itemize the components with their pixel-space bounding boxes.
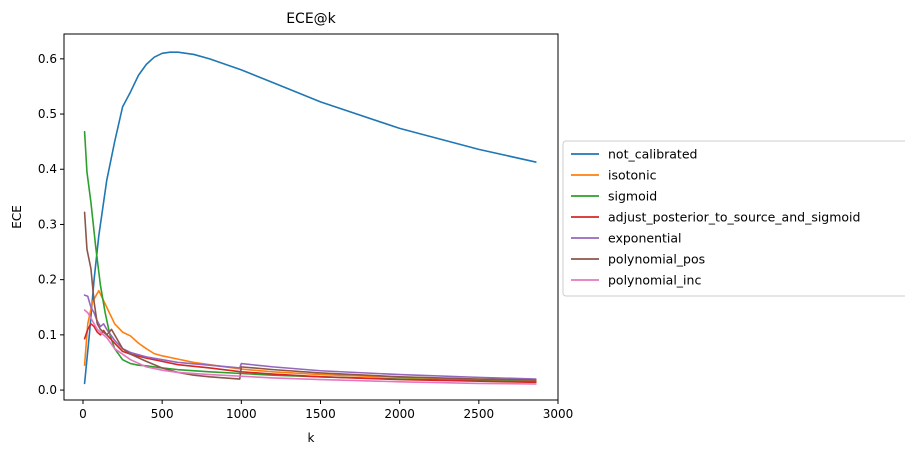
- legend-label: polynomial_pos: [608, 252, 705, 267]
- x-tick-label: 1000: [226, 407, 257, 421]
- legend: not_calibrated isotonic sigmoid adjust_post…: [562, 140, 905, 297]
- y-tick-label: 0.5: [38, 107, 57, 121]
- plot-lines: [83, 51, 537, 385]
- series-line-sigmoid: [83, 130, 537, 383]
- legend-label: exponential: [608, 231, 682, 246]
- series-line-not-calibrated: [83, 51, 537, 385]
- x-tick-label: 0: [79, 407, 87, 421]
- y-tick-label: 0.3: [38, 217, 57, 231]
- plot-frame: [63, 33, 559, 401]
- legend-label: sigmoid: [608, 189, 657, 204]
- series-line-isotonic: [83, 289, 537, 382]
- y-axis-ticks: 0.0 0.1 0.2 0.3 0.4 0.5 0.6: [38, 52, 64, 397]
- x-tick-label: 2000: [384, 407, 415, 421]
- x-axis-ticks: 0 500 1000 1500 2000 2500 3000: [79, 400, 573, 421]
- y-tick-label: 0.1: [38, 328, 57, 342]
- y-axis-label: ECE: [10, 205, 24, 229]
- legend-frame: [562, 140, 905, 297]
- legend-items: not_calibrated isotonic sigmoid adjust_post…: [571, 147, 860, 288]
- x-tick-label: 500: [151, 407, 174, 421]
- legend-label: adjust_posterior_to_source_and_sigmoid: [608, 210, 860, 225]
- series-line-polynomial-inc: [83, 309, 537, 385]
- series-line-polynomial-pos: [83, 211, 537, 381]
- y-tick-label: 0.2: [38, 273, 57, 287]
- x-tick-label: 3000: [543, 407, 574, 421]
- legend-label: polynomial_inc: [608, 273, 701, 288]
- x-tick-label: 1500: [305, 407, 336, 421]
- legend-label: isotonic: [608, 168, 657, 183]
- y-tick-label: 0.0: [38, 383, 57, 397]
- x-tick-label: 2500: [464, 407, 495, 421]
- x-axis-label: k: [308, 431, 315, 445]
- legend-label: not_calibrated: [608, 147, 697, 162]
- chart-title: ECE@k: [286, 11, 336, 27]
- y-tick-label: 0.4: [38, 162, 57, 176]
- y-tick-label: 0.6: [38, 52, 57, 66]
